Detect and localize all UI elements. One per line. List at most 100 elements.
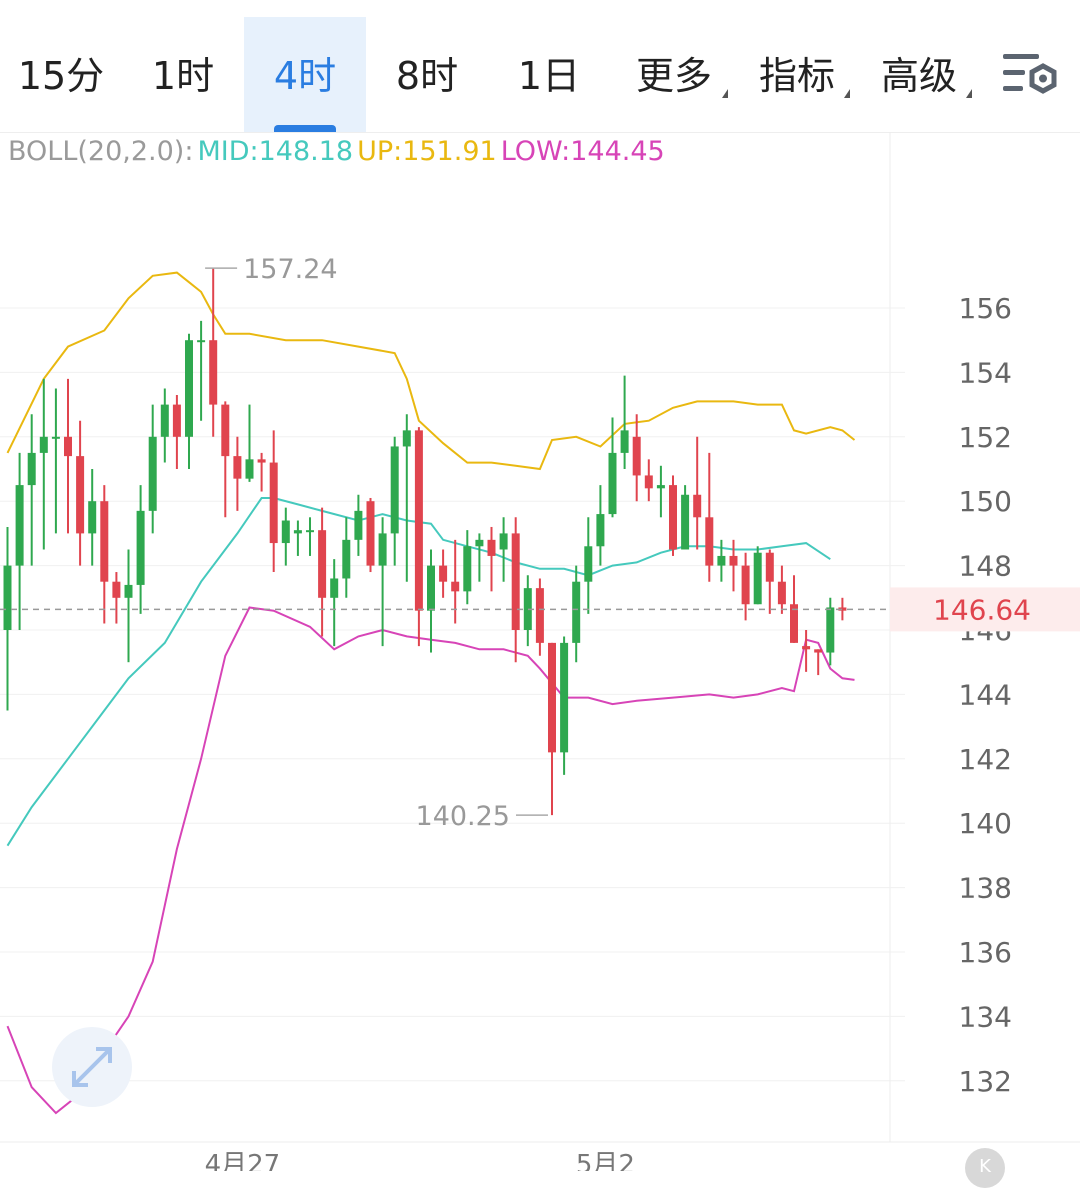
- candle-body: [475, 539, 484, 547]
- y-tick-label: 132: [959, 1065, 1012, 1098]
- boll-mid-line: [6, 497, 831, 847]
- candle-body: [584, 546, 593, 582]
- candle-body: [306, 530, 314, 533]
- boll-name: BOLL(20,2.0):: [8, 136, 194, 167]
- boll-up: UP:151.91: [357, 136, 497, 167]
- tab-label: 更多: [635, 54, 712, 98]
- candle-body: [705, 517, 714, 566]
- candle-body: [366, 501, 375, 566]
- candle-body: [318, 530, 327, 598]
- candle-body: [826, 607, 835, 653]
- y-tick-label: 156: [959, 292, 1012, 325]
- tab-more[interactable]: 更多: [612, 17, 736, 132]
- boll-mid: MID:148.18: [197, 136, 354, 167]
- price-chart[interactable]: 1561541521501481461441421401381361341324…: [0, 132, 1080, 1171]
- candle-body: [632, 436, 641, 476]
- candle-body: [245, 459, 254, 479]
- candle-body: [269, 462, 278, 544]
- active-tab-indicator: [274, 125, 336, 132]
- candle-body: [293, 530, 302, 534]
- candle-body: [644, 475, 653, 489]
- tab-8h[interactable]: 8时: [366, 17, 488, 132]
- candle-body: [402, 430, 411, 447]
- candle-body: [233, 456, 242, 479]
- candle-body: [390, 446, 399, 534]
- boll-legend: BOLL(20,2.0): MID:148.18 UP:151.91 LOW:144.…: [8, 136, 669, 167]
- candle-body: [209, 340, 218, 405]
- x-tick-label: 5月2: [576, 1150, 635, 1171]
- expand-arrows-icon: [72, 1047, 112, 1087]
- y-tick-label: 140: [959, 807, 1012, 840]
- k-icon[interactable]: K: [965, 1148, 1005, 1188]
- tab-1h[interactable]: 1时: [122, 17, 244, 132]
- candle-body: [15, 485, 24, 566]
- tab-label: 1日: [517, 54, 581, 98]
- candle-body: [838, 607, 847, 611]
- tab-4h[interactable]: 4时: [244, 17, 366, 132]
- tab-15min[interactable]: 15分: [0, 17, 122, 132]
- dropdown-triangle-icon: [722, 89, 728, 98]
- tab-label: 1时: [151, 54, 215, 98]
- y-tick-label: 142: [959, 743, 1012, 776]
- candle-body: [511, 533, 520, 630]
- candle-body: [765, 552, 774, 582]
- candle-body: [463, 546, 472, 592]
- y-tick-label: 134: [959, 1000, 1012, 1033]
- candle-body: [257, 459, 266, 463]
- tab-label: 15分: [17, 54, 105, 98]
- candle-body: [281, 520, 290, 544]
- candle-body: [620, 430, 629, 453]
- candle-body: [693, 494, 702, 518]
- candle-body: [656, 485, 665, 489]
- candle-body: [802, 646, 811, 650]
- boll-upper-line: [6, 271, 856, 471]
- current-price-bg: [890, 587, 1080, 632]
- y-tick-label: 150: [959, 485, 1012, 518]
- candle-body: [717, 555, 726, 566]
- y-tick-label: 144: [959, 678, 1012, 711]
- high-price-label: 157.24: [243, 254, 337, 285]
- y-tick-label: 138: [959, 872, 1012, 905]
- tab-label: 8时: [395, 54, 459, 98]
- candle-body: [790, 604, 798, 643]
- candle-body: [608, 452, 617, 515]
- candle-body: [378, 533, 387, 566]
- candle-body: [88, 501, 97, 534]
- candle-body: [51, 436, 60, 439]
- candle-body: [64, 436, 72, 457]
- candle-body: [136, 510, 145, 585]
- boll-low: LOW:144.45: [500, 136, 665, 167]
- candle-body: [560, 642, 569, 753]
- tab-label: 高级: [880, 54, 957, 98]
- candle-body: [185, 340, 193, 437]
- boll-lower-line: [6, 606, 855, 1115]
- candle-body: [197, 340, 206, 343]
- chart-settings-icon[interactable]: [1000, 50, 1060, 100]
- timeframe-tabbar: 15分 1时 4时 8时 1日 更多 指标 高级: [0, 0, 1080, 133]
- tab-1d[interactable]: 1日: [488, 17, 610, 132]
- candle-body: [330, 578, 339, 598]
- candle-body: [342, 539, 351, 579]
- candle-body: [753, 552, 762, 605]
- dropdown-triangle-icon: [844, 89, 850, 98]
- candle-body: [27, 452, 36, 486]
- expand-button[interactable]: [52, 1027, 132, 1107]
- candle-body: [100, 501, 109, 582]
- candle-body: [741, 565, 750, 605]
- candle-body: [451, 581, 460, 592]
- candle-body: [669, 485, 677, 550]
- candle-body: [439, 565, 448, 582]
- tab-label: 4时: [273, 54, 337, 98]
- y-tick-label: 152: [959, 421, 1012, 454]
- candle-body: [487, 539, 496, 556]
- candle-body: [777, 581, 786, 605]
- low-price-label: 140.25: [416, 801, 510, 832]
- tab-indicators[interactable]: 指标: [736, 17, 858, 132]
- candle-body: [76, 456, 85, 534]
- candle-body: [112, 581, 121, 598]
- candle-body: [3, 565, 12, 630]
- candle-body: [814, 649, 823, 653]
- tab-advanced[interactable]: 高级: [858, 17, 980, 132]
- candle-body: [681, 494, 690, 550]
- candle-body: [596, 514, 605, 547]
